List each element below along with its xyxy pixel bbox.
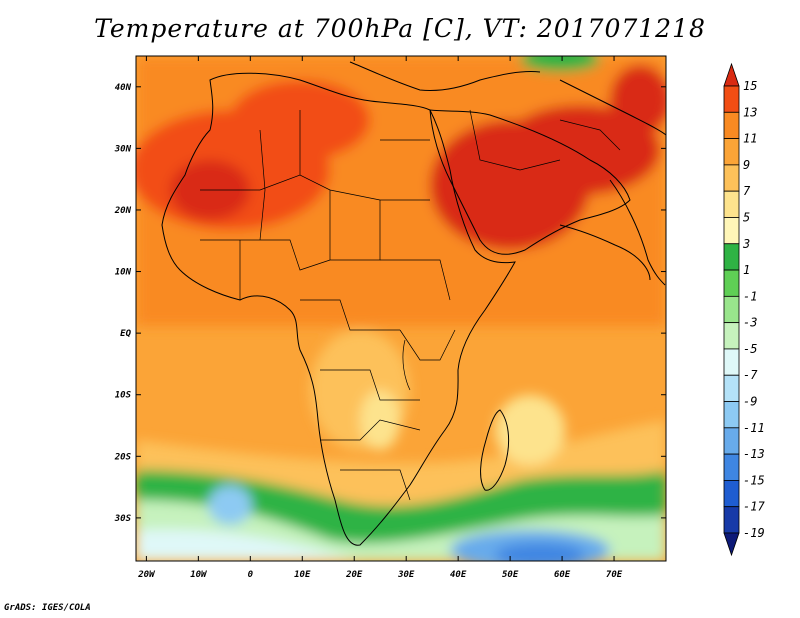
colorbar-label: -1 [743, 289, 757, 303]
lon-label: 50E [502, 570, 519, 580]
colorbar-segment [723, 401, 740, 429]
colorbar-segment [723, 138, 740, 166]
colorbar-segment [723, 269, 740, 297]
colorbar-label: -11 [743, 421, 765, 435]
colorbar-label: 9 [743, 158, 750, 172]
country-borders [200, 109, 621, 501]
lon-label: 70E [606, 570, 623, 580]
colorbar-label: -5 [743, 342, 757, 356]
colorbar-label: 15 [743, 79, 757, 93]
colorbar-label: -9 [743, 395, 757, 409]
lat-label: 10N [115, 268, 132, 278]
lat-label: 20S [114, 452, 132, 462]
temperature-field [136, 56, 666, 561]
colorbar-label: 5 [743, 210, 750, 224]
colorbar-segment [723, 506, 740, 534]
lon-label: 0 [248, 570, 254, 580]
colorbar-label: 13 [743, 105, 757, 119]
colorbar-segment [723, 111, 740, 139]
colorbar-segment [723, 348, 740, 376]
lat-label: 30S [114, 514, 132, 524]
latitude-labels: 40N 30N 20N 10N EQ 10S 20S 30S [114, 83, 132, 524]
grads-credit: GrADS: IGES/COLA [4, 603, 91, 613]
colorbar-segment [723, 295, 740, 324]
lat-label: EQ [120, 329, 131, 339]
colorbar-label: 1 [743, 263, 750, 277]
colorbar-label: 3 [742, 237, 750, 251]
colorbar-segment [723, 453, 740, 481]
colorbar-label: -3 [743, 316, 757, 330]
lon-label: 20W [137, 570, 156, 580]
colorbar: 15 13 11 9 7 5 3 1 -1 -3 -5 -7 -9 -11 -13 -15 -17 -19 [723, 62, 765, 557]
lat-label: 10S [115, 391, 132, 401]
colorbar-segment [723, 190, 740, 218]
colorbar-segment [723, 85, 740, 113]
colorbar-label: 7 [743, 184, 751, 198]
lon-label: 30E [397, 570, 415, 580]
colorbar-bottom-arrow [723, 532, 740, 557]
colorbar-top-arrow [723, 62, 740, 87]
colorbar-segment [723, 322, 740, 350]
lon-label: 20E [345, 570, 363, 580]
map-frame [135, 55, 667, 562]
coastlines [161, 61, 666, 546]
colorbar-segment [723, 217, 740, 245]
lat-label: 40N [115, 83, 132, 93]
colorbar-segment [723, 427, 740, 455]
axis-ticks [136, 56, 666, 561]
colorbar-segment [723, 480, 740, 508]
colorbar-label: -7 [743, 368, 758, 382]
colorbar-segment [723, 164, 740, 192]
lon-label: 10W [190, 570, 208, 580]
colorbar-label: -17 [743, 500, 765, 514]
lon-label: 10E [294, 570, 311, 580]
colorbar-label: -19 [743, 526, 765, 540]
map-title: Temperature at 700hPa [C], VT: 201707121… [94, 14, 706, 43]
lon-label: 60E [554, 570, 571, 580]
colorbar-segment [723, 243, 740, 271]
colorbar-segment [723, 374, 740, 402]
colorbar-label: -13 [743, 447, 765, 461]
lat-label: 20N [114, 206, 132, 216]
colorbar-label: -15 [743, 473, 765, 487]
colorbar-label: 11 [743, 132, 757, 146]
lon-label: 40E [450, 570, 467, 580]
lat-label: 30N [114, 144, 132, 154]
longitude-labels: 20W 10W 0 10E 20E 30E 40E 50E 60E 70E [137, 570, 622, 580]
